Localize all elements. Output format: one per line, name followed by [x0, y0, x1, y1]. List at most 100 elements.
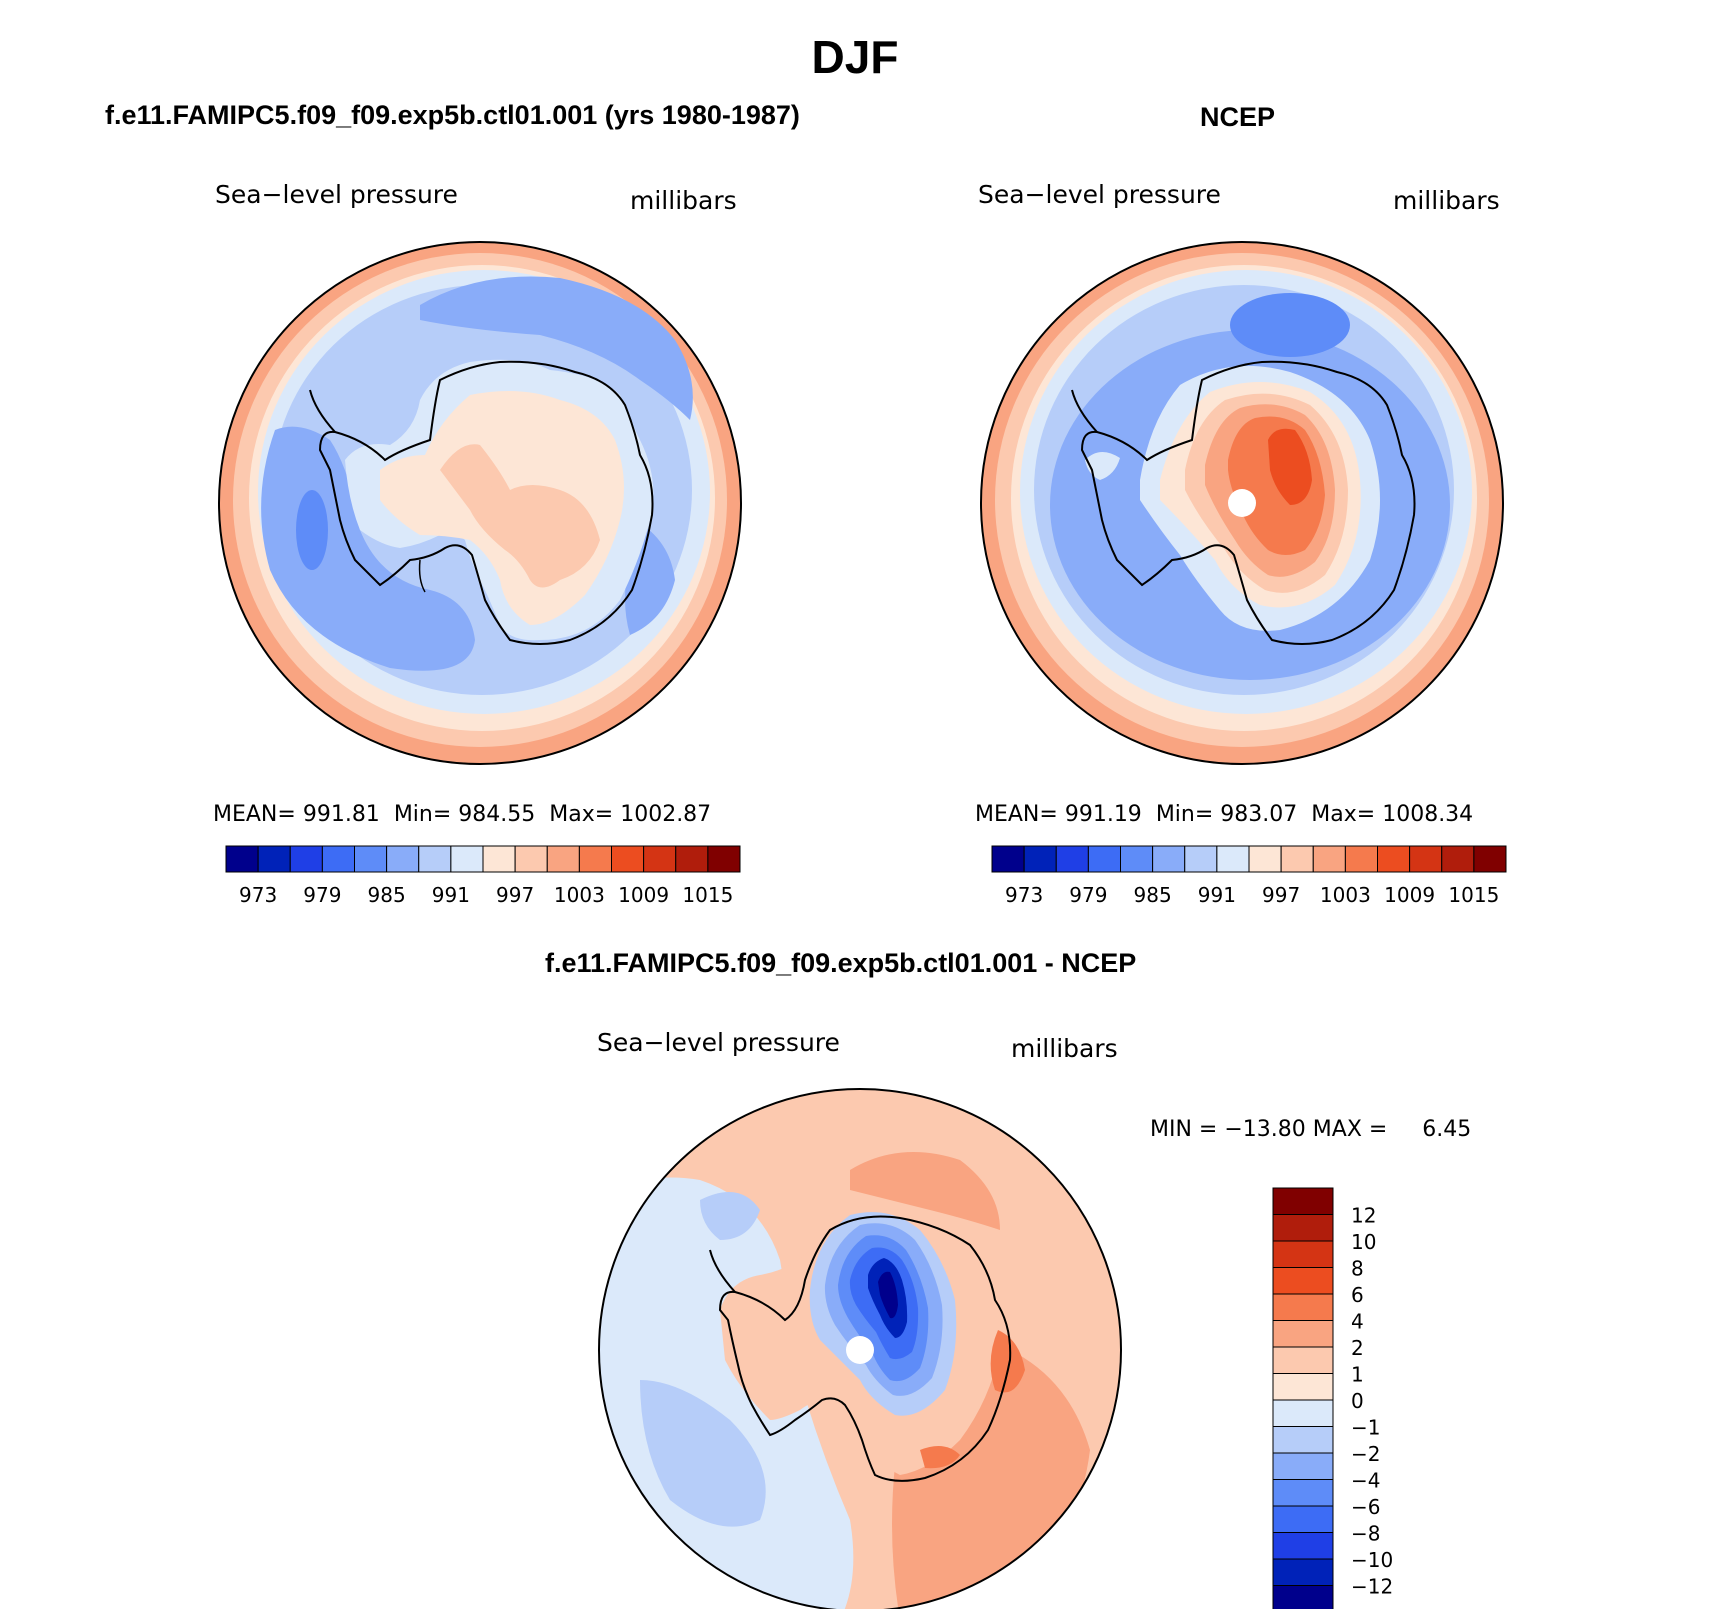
panel-3-minmax: MIN = −13.80 MAX = 6.45 — [1150, 1117, 1471, 1142]
colorbar-swatch — [1272, 1293, 1334, 1321]
mean-label: MEAN= — [213, 802, 296, 827]
colorbar-tick-label: 985 — [1134, 883, 1172, 907]
colorbar-swatch — [1441, 845, 1475, 873]
max-label: MAX = — [1312, 1117, 1388, 1142]
colorbar-tick-label: 997 — [1262, 883, 1300, 907]
colorbar-swatch — [1087, 845, 1121, 873]
colorbar-swatch — [1312, 845, 1346, 873]
panel-2-stats: MEAN= 991.19 Min= 983.07 Max= 1008.34 — [975, 802, 1473, 827]
colorbar-swatch — [1272, 1505, 1334, 1533]
panel-1-variable-label: Sea−level pressure — [215, 180, 458, 209]
colorbar-swatch — [1272, 1187, 1334, 1215]
colorbar-swatch — [1216, 845, 1250, 873]
colorbar-swatch — [1272, 1479, 1334, 1507]
colorbar-swatch — [482, 845, 516, 873]
panel-3-map — [598, 1088, 1122, 1609]
colorbar-swatch — [1272, 1373, 1334, 1401]
colorbar-swatch — [1272, 1320, 1334, 1348]
panel-2-units-label: millibars — [1393, 186, 1500, 215]
min-value: −13.80 — [1224, 1117, 1306, 1142]
colorbar-swatch — [1272, 1214, 1334, 1242]
page-title: DJF — [811, 31, 899, 83]
colorbar-tick-label: −4 — [1351, 1469, 1380, 1493]
colorbar-tick-label: 1015 — [1448, 883, 1499, 907]
colorbar-swatch — [578, 845, 612, 873]
colorbar-tick-label: 997 — [496, 883, 534, 907]
colorbar-swatch — [1272, 1240, 1334, 1268]
colorbar-swatch — [1409, 845, 1443, 873]
colorbar-swatch — [1023, 845, 1057, 873]
colorbar-swatch — [675, 845, 709, 873]
colorbar-swatch — [354, 845, 388, 873]
panel-3-variable-label: Sea−level pressure — [597, 1028, 840, 1057]
colorbar-swatch — [1184, 845, 1218, 873]
colorbar-tick-label: −6 — [1351, 1495, 1380, 1519]
colorbar-tick-label: 991 — [1198, 883, 1236, 907]
min-label: MIN = — [1150, 1117, 1218, 1142]
colorbar-swatch — [225, 845, 259, 873]
colorbar-tick-label: 1003 — [1320, 883, 1371, 907]
colorbar-swatch — [546, 845, 580, 873]
min-value: 984.55 — [458, 802, 536, 827]
colorbar-tick-label: −2 — [1351, 1442, 1380, 1466]
colorbar-swatch — [1272, 1558, 1334, 1586]
colorbar-swatch — [1272, 1267, 1334, 1295]
colorbar-swatch — [289, 845, 323, 873]
panel-1-colorbar: 973 979 985 991 997 1003 1009 1015 — [225, 845, 741, 907]
colorbar-tick-label: 12 — [1351, 1204, 1376, 1228]
colorbar-swatch — [1473, 845, 1507, 873]
colorbar-tick-label: −1 — [1351, 1416, 1380, 1440]
colorbar-tick-label: 6 — [1351, 1283, 1364, 1307]
max-value: 1002.87 — [620, 802, 712, 827]
colorbar-tick-label: 1009 — [618, 883, 669, 907]
colorbar-swatch — [1272, 1532, 1334, 1560]
min-value: 983.07 — [1220, 802, 1298, 827]
colorbar-swatch — [1248, 845, 1282, 873]
panel-2-colorbar: 973 979 985 991 997 1003 1009 1015 — [991, 845, 1507, 907]
panel-3-title: f.e11.FAMIPC5.f09_f09.exp5b.ctl01.001 - … — [545, 948, 1137, 978]
colorbar-swatch — [1272, 1452, 1334, 1480]
colorbar-swatch — [707, 845, 741, 873]
colorbar-swatch — [418, 845, 452, 873]
colorbar-tick-label: 979 — [303, 883, 341, 907]
max-value: 6.45 — [1422, 1117, 1472, 1142]
colorbar-swatch — [1272, 1399, 1334, 1427]
colorbar-swatch — [450, 845, 484, 873]
colorbar-tick-label: 1 — [1351, 1363, 1364, 1387]
colorbar-swatch — [321, 845, 355, 873]
colorbar-tick-label: 1009 — [1384, 883, 1435, 907]
colorbar-tick-label: 1015 — [682, 883, 733, 907]
colorbar-swatch — [1272, 1346, 1334, 1374]
colorbar-swatch — [1055, 845, 1089, 873]
colorbar-swatch — [514, 845, 548, 873]
panel-2-map — [980, 241, 1504, 765]
colorbar-swatch — [991, 845, 1025, 873]
colorbar-swatch — [1377, 845, 1411, 873]
colorbar-tick-label: 4 — [1351, 1310, 1364, 1334]
colorbar-swatch — [611, 845, 645, 873]
colorbar-tick-label: 2 — [1351, 1336, 1364, 1360]
colorbar-tick-label: 8 — [1351, 1257, 1364, 1281]
mean-value: 991.19 — [1064, 802, 1142, 827]
panel-1-map — [218, 241, 742, 765]
colorbar-swatch — [643, 845, 677, 873]
colorbar-tick-label: 973 — [1005, 883, 1043, 907]
colorbar-tick-label: 0 — [1351, 1389, 1364, 1413]
panel-3-units-label: millibars — [1011, 1034, 1118, 1063]
max-value: 1008.34 — [1382, 802, 1474, 827]
max-label: Max= — [549, 802, 614, 827]
colorbar-swatch — [1120, 845, 1154, 873]
colorbar-tick-label: −8 — [1351, 1522, 1380, 1546]
colorbar-swatch — [386, 845, 420, 873]
colorbar-swatch — [1272, 1426, 1334, 1454]
min-label: Min= — [393, 802, 452, 827]
colorbar-tick-label: 979 — [1069, 883, 1107, 907]
panel-1-stats: MEAN= 991.81 Min= 984.55 Max= 1002.87 — [213, 802, 711, 827]
colorbar-swatch — [257, 845, 291, 873]
panel-2-title: NCEP — [1200, 102, 1276, 132]
panel-2-variable-label: Sea−level pressure — [978, 180, 1221, 209]
colorbar-tick-label: 985 — [368, 883, 406, 907]
mean-value: 991.81 — [302, 802, 380, 827]
